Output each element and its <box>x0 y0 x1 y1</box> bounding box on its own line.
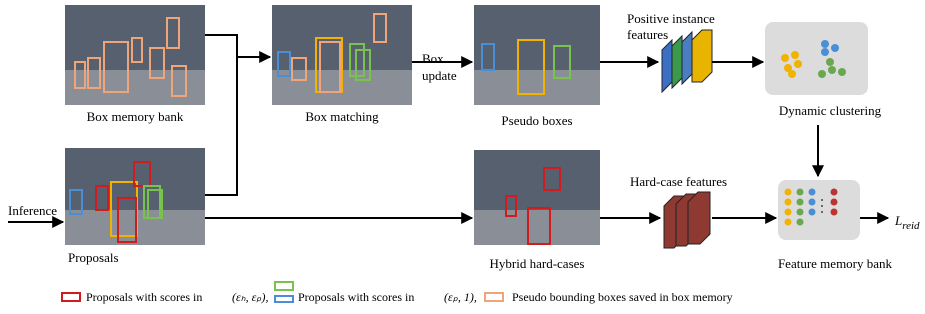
image-pseudo-boxes <box>474 5 600 105</box>
node-label: Feature memory bank <box>778 256 893 271</box>
legend-math: (εₚ, 1), <box>444 290 477 304</box>
feature-label: Hard-case features <box>630 174 727 189</box>
positive-features <box>662 30 712 92</box>
output-main: L <box>894 213 902 228</box>
feature-label: Positive instance <box>627 11 715 26</box>
node-label: Hybrid hard-cases <box>490 256 585 271</box>
hard-features <box>664 192 710 248</box>
legend: Proposals with scores in (εₕ, εₚ), Propo… <box>62 282 733 304</box>
legend-text: Pseudo bounding boxes saved in box memor… <box>512 290 733 304</box>
node-label: Pseudo boxes <box>501 113 572 128</box>
image-box-memory <box>65 5 205 105</box>
legend-text: Proposals with scores in <box>298 290 414 304</box>
node-label: Dynamic clustering <box>779 103 882 118</box>
node-label: Box matching <box>305 109 379 124</box>
feature-label: features <box>627 27 668 42</box>
legend-text: Proposals with scores in <box>86 290 202 304</box>
edge-label: update <box>422 68 457 83</box>
output-sub: reid <box>902 220 920 232</box>
node-label: Box memory bank <box>87 109 184 124</box>
image-hybrid <box>474 150 600 245</box>
image-box-matching <box>272 5 412 105</box>
edge-label: Box <box>422 51 444 66</box>
legend-math: (εₕ, εₚ), <box>232 290 268 304</box>
diagram: Box memory bank Box matching Pseudo boxe… <box>0 0 925 314</box>
image-proposals <box>65 148 205 245</box>
memory-panel <box>778 180 860 240</box>
edge-label: Inference <box>8 203 57 218</box>
output-label: Lreid <box>894 213 920 232</box>
cluster-panel <box>765 22 868 95</box>
node-label: Proposals <box>68 250 119 265</box>
